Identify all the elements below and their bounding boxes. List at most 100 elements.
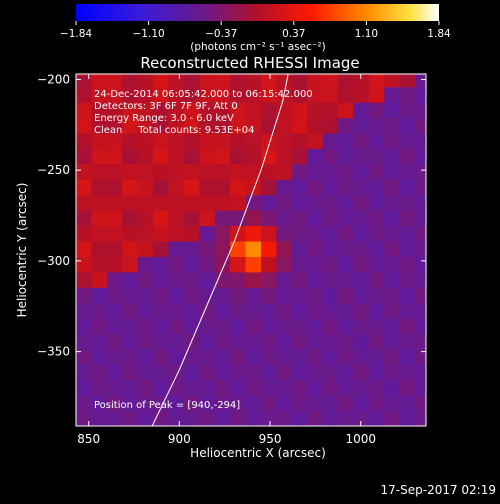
heatmap-cell [291, 132, 308, 149]
heatmap-cell [307, 163, 324, 180]
heatmap-cell [260, 410, 277, 426]
heatmap-cell [199, 379, 216, 396]
heatmap-cell [183, 74, 200, 88]
heatmap-cell [91, 256, 108, 273]
heatmap-cell [122, 132, 139, 149]
heatmap-cell [415, 256, 426, 273]
heatmap-cell [276, 132, 293, 149]
heatmap-cell [137, 364, 154, 381]
heatmap-cell [399, 287, 416, 304]
heatmap-cell [137, 210, 154, 227]
heatmap-cell [353, 256, 370, 273]
heatmap-cell [415, 86, 426, 103]
heatmap-cell [322, 163, 339, 180]
heatmap-cell [168, 194, 185, 211]
heatmap-cell [245, 240, 262, 257]
heatmap-cell [245, 348, 262, 365]
heatmap-cell [399, 271, 416, 288]
heatmap-cell [230, 364, 247, 381]
heatmap-cell [291, 410, 308, 426]
heatmap-cell [415, 395, 426, 412]
heatmap-cell [183, 163, 200, 180]
heatmap-cell [260, 117, 277, 134]
heatmap-cell [307, 102, 324, 119]
heatmap-cell [168, 117, 185, 134]
heatmap-cell [214, 74, 231, 88]
colorbar [76, 4, 439, 21]
heatmap-cell [338, 194, 355, 211]
heatmap-cell [322, 271, 339, 288]
heatmap-cell [153, 318, 170, 335]
heatmap-cell [199, 225, 216, 242]
heatmap-cell [153, 86, 170, 103]
heatmap-cell [122, 395, 139, 412]
heatmap-cell [153, 148, 170, 165]
heatmap-cell [76, 348, 93, 365]
heatmap-cell [122, 117, 139, 134]
heatmap-cell [353, 302, 370, 319]
heatmap-cell [322, 302, 339, 319]
heatmap-cell [230, 333, 247, 350]
heatmap-cell [399, 364, 416, 381]
heatmap-cell [291, 240, 308, 257]
heatmap-cell [91, 271, 108, 288]
heatmap-cell [214, 148, 231, 165]
heatmap-cell [245, 395, 262, 412]
heatmap-cell [106, 302, 123, 319]
heatmap-cell [214, 240, 231, 257]
x-tick-label: 950 [259, 432, 282, 446]
heatmap-cell [122, 225, 139, 242]
heatmap-cell [199, 333, 216, 350]
heatmap-cell [168, 318, 185, 335]
heatmap-cell [168, 102, 185, 119]
heatmap-cell [137, 74, 154, 88]
heatmap-cell [91, 179, 108, 196]
heatmap-cell [168, 302, 185, 319]
colorbar-tick-label: 1.84 [427, 28, 451, 40]
heatmap-cell [384, 163, 401, 180]
heatmap-cell [214, 256, 231, 273]
heatmap-cell [183, 117, 200, 134]
heatmap-cell [245, 194, 262, 211]
heatmap-cell [291, 117, 308, 134]
heatmap-cell [307, 179, 324, 196]
heatmap-cell [368, 102, 385, 119]
heatmap-cell [153, 179, 170, 196]
heatmap-cell [245, 179, 262, 196]
heatmap-cell [260, 302, 277, 319]
heatmap-cell [153, 240, 170, 257]
heatmap-cell [353, 287, 370, 304]
heatmap-cell [368, 86, 385, 103]
heatmap-cell [183, 102, 200, 119]
heatmap-cell [399, 395, 416, 412]
heatmap-cell [245, 256, 262, 273]
heatmap-cell [384, 395, 401, 412]
heatmap-cell [91, 302, 108, 319]
heatmap-cell [214, 102, 231, 119]
heatmap-cell [230, 132, 247, 149]
heatmap-cell [168, 364, 185, 381]
heatmap-cell [260, 148, 277, 165]
heatmap-cell [368, 225, 385, 242]
heatmap-cell [384, 364, 401, 381]
heatmap-cell [399, 179, 416, 196]
heatmap-cell [76, 74, 93, 88]
heatmap-cell [76, 410, 93, 426]
heatmap-cell [368, 410, 385, 426]
heatmap-cell [322, 102, 339, 119]
heatmap-cell [168, 74, 185, 88]
heatmap-cell [183, 379, 200, 396]
heatmap-cell [322, 210, 339, 227]
heatmap-cell [338, 210, 355, 227]
heatmap-cell [122, 287, 139, 304]
heatmap-cell [353, 86, 370, 103]
heatmap-cell [291, 395, 308, 412]
annotation-time-range: 24-Dec-2014 06:05:42.000 to 06:15:42.000 [94, 89, 313, 100]
heatmap-cell [245, 410, 262, 426]
chart-title: Reconstructed RHESSI Image [140, 54, 359, 72]
heatmap-cell [384, 86, 401, 103]
heatmap-cell [230, 179, 247, 196]
heatmap-cell [122, 102, 139, 119]
y-axis-label: Heliocentric Y (arcsec) [15, 183, 29, 318]
heatmap-cell [168, 410, 185, 426]
